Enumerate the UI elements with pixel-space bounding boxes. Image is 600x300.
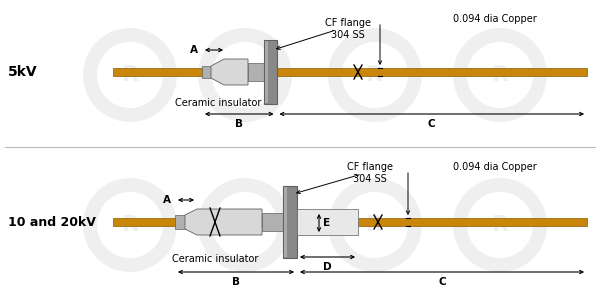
- Text: R: R: [121, 65, 139, 85]
- Text: A: A: [190, 45, 198, 55]
- Text: E: E: [323, 218, 330, 228]
- Text: D: D: [323, 262, 332, 272]
- Bar: [202, 66, 211, 78]
- Text: B: B: [235, 119, 243, 129]
- Text: 10 and 20kV: 10 and 20kV: [8, 215, 96, 229]
- Bar: [265, 41, 268, 103]
- Text: 0.094 dia Copper: 0.094 dia Copper: [453, 14, 537, 24]
- Polygon shape: [211, 59, 248, 85]
- Polygon shape: [185, 209, 262, 235]
- Text: R: R: [121, 215, 139, 235]
- Bar: [284, 187, 287, 257]
- Text: C: C: [438, 277, 446, 287]
- Text: R: R: [236, 215, 254, 235]
- Text: B: B: [232, 277, 240, 287]
- Bar: [248, 63, 263, 81]
- Bar: [175, 215, 185, 229]
- Text: CF flange
304 SS: CF flange 304 SS: [347, 162, 393, 184]
- Text: R: R: [367, 65, 383, 85]
- Text: Ceramic insulator: Ceramic insulator: [172, 254, 258, 264]
- Bar: [262, 213, 284, 231]
- Text: 0.094 dia Copper: 0.094 dia Copper: [453, 162, 537, 172]
- Text: R: R: [236, 65, 254, 85]
- Text: 5kV: 5kV: [8, 65, 38, 79]
- Bar: [263, 40, 277, 104]
- Bar: [113, 218, 587, 226]
- Text: R: R: [491, 215, 509, 235]
- Text: R: R: [491, 65, 509, 85]
- Text: A: A: [163, 195, 171, 205]
- Text: C: C: [428, 119, 436, 129]
- Text: R: R: [367, 215, 383, 235]
- Text: CF flange
304 SS: CF flange 304 SS: [325, 18, 371, 40]
- Bar: [113, 68, 587, 76]
- Text: Ceramic insulator: Ceramic insulator: [175, 98, 261, 108]
- Bar: [297, 209, 358, 235]
- Bar: [283, 186, 297, 258]
